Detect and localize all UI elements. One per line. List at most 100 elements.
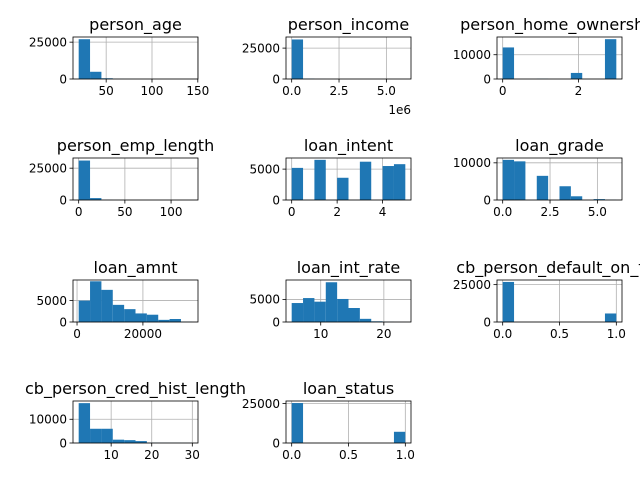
x-tick-label: 10 [104, 448, 119, 462]
subplot-title: person_income [288, 15, 409, 35]
x-tick-label: 50 [99, 84, 114, 98]
subplot-cb-person-default-on-file: cb_person_default_on_file 0.0 0.5 1.0 0 25000 [453, 258, 640, 341]
histogram-bar [291, 167, 304, 200]
x-tick-label: 0.0 [493, 205, 512, 219]
x-tick-label: 4 [379, 205, 387, 219]
histogram-bar [124, 440, 136, 443]
histogram-bar [90, 71, 102, 79]
axes-frame [72, 400, 199, 444]
histogram-bar [112, 304, 125, 322]
subplot-cb-person-cred-hist-length: cb_person_cred_hist_length 10 20 30 0 10000 [25, 379, 246, 462]
y-tick-label: 0 [59, 436, 67, 450]
histogram-bar [593, 199, 605, 200]
y-tick-label: 25000 [242, 397, 280, 411]
x-tick-label: 1.0 [607, 327, 626, 341]
y-tick-label: 10000 [453, 48, 491, 62]
subplot-person-emp-length: person_emp_length 0 50 100 0 25000 [29, 136, 214, 219]
x-tick-label: 100 [141, 84, 164, 98]
histogram-bar [112, 439, 125, 443]
x-tick-label: 0 [499, 84, 507, 98]
histogram-bar [359, 318, 372, 322]
histogram-bar [146, 314, 159, 322]
x-tick-label: 10 [313, 327, 328, 341]
histogram-bar [124, 309, 136, 322]
axes-frame [72, 36, 199, 80]
histogram-bar [359, 161, 372, 200]
x-tick-label: 150 [186, 84, 209, 98]
histogram-bar [135, 441, 147, 443]
subplot-loan-amnt: loan_amnt 0 20000 0 5000 [36, 258, 199, 341]
y-tick-label: 5000 [249, 293, 280, 307]
y-tick-label: 0 [483, 72, 491, 86]
x-tick-label: 2 [333, 205, 341, 219]
y-tick-label: 5000 [36, 294, 67, 308]
x-tick-label: 20000 [124, 327, 162, 341]
histogram-bar [337, 298, 349, 322]
x-tick-label: 5.0 [588, 205, 607, 219]
y-tick-label: 0 [483, 315, 491, 329]
histogram-bar [570, 72, 583, 79]
subplot-loan-intent: loan_intent 0 2 4 0 5000 [249, 136, 412, 219]
histogram-bar [78, 160, 91, 200]
histogram-bar [604, 39, 617, 79]
subplot-title: person_age [89, 15, 182, 35]
histogram-bar [303, 298, 315, 322]
histogram-bar [393, 431, 406, 443]
histogram-bars [291, 403, 406, 443]
histogram-bar [604, 313, 617, 322]
x-tick-label: 0.0 [493, 327, 512, 341]
axes-frame [496, 157, 623, 201]
histogram-bar [314, 159, 326, 200]
x-tick-label: 0.0 [282, 448, 301, 462]
y-tick-label: 25000 [242, 41, 280, 55]
x-tick-label: 0.0 [282, 84, 301, 98]
y-tick-label: 0 [483, 193, 491, 207]
subplot-person-age: person_age 50 100 150 0 25000 [29, 15, 209, 98]
y-tick-label: 25000 [29, 35, 67, 49]
subplot-person-income: person_income 0.0 2.5 5.0 0 25000 1e6 [242, 15, 412, 117]
subplot-loan-status: loan_status 0.0 0.5 1.0 0 25000 [242, 379, 415, 462]
histogram-bar [502, 47, 515, 79]
histogram-bar [78, 403, 91, 443]
x-tick-label: 2.5 [540, 205, 559, 219]
histogram-bars [502, 281, 617, 322]
axes-frame [285, 36, 412, 80]
y-tick-label: 5000 [249, 162, 280, 176]
histogram-bar [348, 308, 360, 322]
axes-frame [285, 157, 412, 201]
x-offset-label: 1e6 [388, 103, 411, 117]
histogram-bar [90, 198, 102, 200]
x-tick-label: 0 [75, 205, 83, 219]
subplot-person-home-ownership: person_home_ownership 0 2 0 10000 [453, 15, 640, 98]
subplot-title: loan_amnt [94, 258, 178, 278]
y-tick-label: 25000 [29, 161, 67, 175]
y-tick-label: 0 [59, 72, 67, 86]
subplot-title: loan_status [303, 379, 394, 399]
histogram-bar [291, 39, 304, 79]
histogram-bar [393, 164, 406, 200]
x-tick-label: 1.0 [396, 448, 415, 462]
axes-frame [285, 279, 412, 323]
histogram-bar [291, 403, 304, 443]
y-tick-label: 0 [272, 193, 280, 207]
histogram-bar [502, 159, 515, 200]
histogram-bar [325, 282, 338, 322]
x-tick-label: 2.5 [329, 84, 348, 98]
histogram-bar [570, 196, 583, 200]
histogram-bar [135, 313, 147, 322]
subplot-title: cb_person_default_on_file [456, 258, 640, 278]
y-tick-label: 0 [272, 436, 280, 450]
histogram-bar [291, 303, 304, 322]
y-tick-label: 0 [59, 193, 67, 207]
histogram-bar [314, 301, 326, 322]
histogram-bar [169, 319, 181, 322]
histogram-bar [158, 319, 170, 322]
subplot-title: person_home_ownership [460, 15, 640, 35]
subplot-loan-grade: loan_grade 0.0 2.5 5.0 0 10000 [453, 136, 623, 219]
subplot-title: loan_intent [304, 136, 393, 156]
axes-frame [72, 157, 199, 201]
x-tick-label: 20 [376, 327, 391, 341]
histogram-bar [101, 289, 113, 322]
